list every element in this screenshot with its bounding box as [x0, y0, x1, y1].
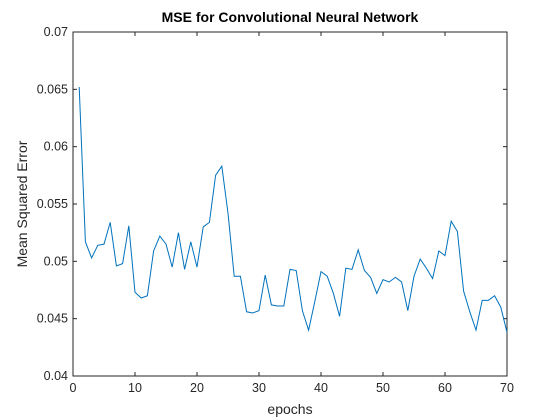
- y-tick-label: 0.065: [37, 82, 68, 96]
- x-tick-label: 70: [500, 381, 514, 395]
- y-tick-label: 0.04: [44, 369, 68, 383]
- y-tick-label: 0.055: [37, 197, 68, 211]
- x-tick-label: 20: [190, 381, 204, 395]
- x-tick-label: 40: [314, 381, 328, 395]
- y-tick-label: 0.05: [44, 254, 68, 268]
- y-tick-label: 0.06: [44, 140, 68, 154]
- x-tick-label: 60: [438, 381, 452, 395]
- x-axis-label: epochs: [267, 401, 312, 417]
- mse-series-line: [78, 87, 508, 333]
- x-tick-label: 0: [70, 381, 77, 395]
- plot-area: [72, 31, 508, 377]
- axis-tick-labels: 0 10 20 30 40 50 60 70 0.04 0.045 0.05 0.055 0.06 0.0…: [37, 25, 514, 395]
- chart-title: MSE for Convolutional Neural Network: [162, 9, 419, 25]
- y-tick-label: 0.07: [44, 25, 68, 39]
- x-tick-label: 10: [128, 381, 142, 395]
- y-tick-label: 0.045: [37, 312, 68, 326]
- y-axis-label: Mean Squared Error: [14, 140, 30, 267]
- x-tick-label: 50: [376, 381, 390, 395]
- x-tick-label: 30: [252, 381, 266, 395]
